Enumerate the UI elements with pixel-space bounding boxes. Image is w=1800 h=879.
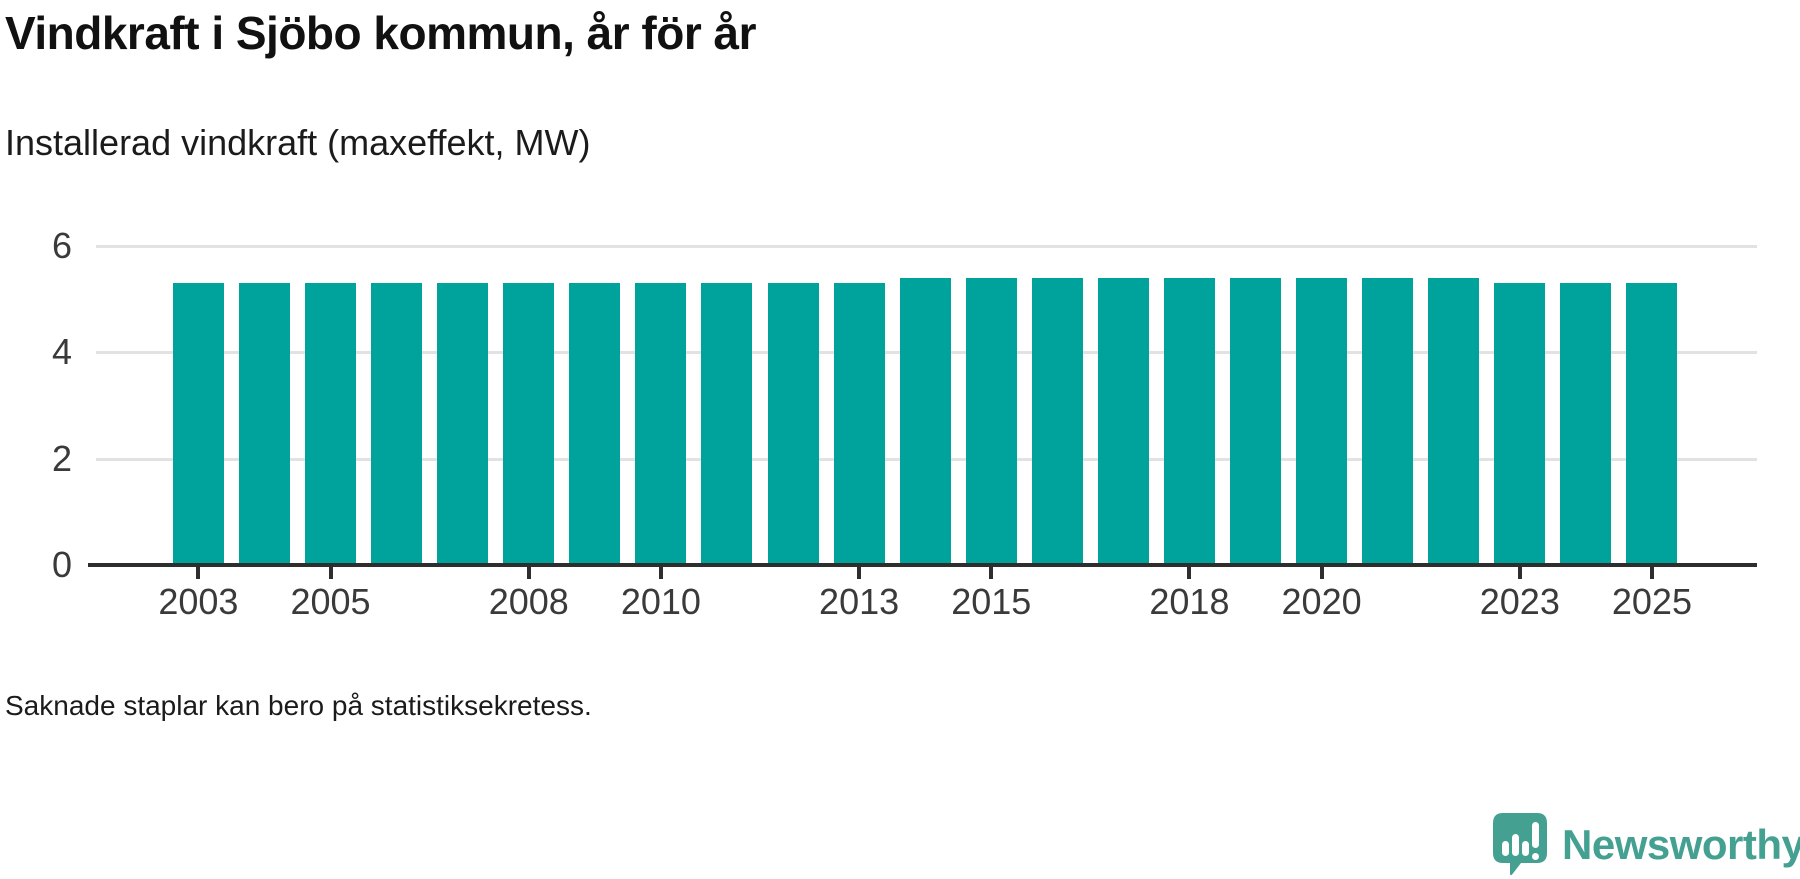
- bar: [1163, 277, 1215, 565]
- bar: [767, 283, 819, 565]
- bar: [1296, 277, 1348, 565]
- x-axis-label: 2013: [819, 581, 900, 622]
- x-axis-tick: [1187, 567, 1192, 579]
- bar: [238, 283, 290, 565]
- x-axis-label: 2020: [1281, 581, 1362, 622]
- bar: [1428, 277, 1480, 565]
- y-axis-label: 6: [51, 225, 72, 266]
- bar: [172, 283, 224, 565]
- bar: [899, 277, 951, 565]
- x-axis-label: 2008: [488, 581, 569, 622]
- x-axis-tick: [1649, 567, 1654, 579]
- bar: [833, 283, 885, 565]
- x-axis-label: 2005: [290, 581, 371, 622]
- gridline: [96, 245, 1757, 248]
- x-axis-label: 2010: [620, 581, 701, 622]
- chart-subtitle: Installerad vindkraft (maxeffekt, MW): [5, 122, 591, 163]
- chart-title: Vindkraft i Sjöbo kommun, år för år: [5, 7, 757, 59]
- bar: [1560, 283, 1612, 565]
- x-axis-tick: [658, 567, 663, 579]
- x-axis-tick: [1319, 567, 1324, 579]
- y-axis-label: 4: [51, 331, 72, 373]
- newsworthy-logo: Newsworthy: [1492, 812, 1800, 878]
- x-axis-tick: [1517, 567, 1522, 579]
- bar: [965, 277, 1017, 565]
- bar: [701, 283, 753, 565]
- y-axis-label: 0: [51, 544, 72, 585]
- bar: [1494, 283, 1546, 565]
- x-axis-label: 2023: [1479, 581, 1560, 622]
- bar: [437, 283, 489, 565]
- bar: [371, 283, 423, 565]
- x-axis-tick: [196, 567, 201, 579]
- y-axis-label: 2: [51, 437, 72, 479]
- x-axis-tick: [989, 567, 994, 579]
- x-axis-label: 2025: [1611, 581, 1692, 622]
- bar: [1031, 277, 1083, 565]
- bar: [503, 283, 555, 565]
- bar: [1362, 277, 1414, 565]
- x-axis-tick: [328, 567, 333, 579]
- x-axis-label: 2018: [1149, 581, 1230, 622]
- footnote: Saknade staplar kan bero på statistiksek…: [5, 690, 592, 721]
- x-axis-label: 2015: [951, 581, 1032, 622]
- x-axis-tick: [526, 567, 531, 579]
- x-axis-line: [88, 563, 1757, 567]
- newsworthy-wordmark: Newsworthy: [1562, 821, 1800, 868]
- bar: [635, 283, 687, 565]
- x-axis-tick: [857, 567, 862, 579]
- bar: [1097, 277, 1149, 565]
- bar: [305, 283, 357, 565]
- x-axis-label: 2003: [158, 581, 239, 622]
- bar: [1230, 277, 1282, 565]
- bar: [569, 283, 621, 565]
- bar: [1626, 283, 1678, 565]
- newsworthy-speech-bubble-bar-chart-icon: [1492, 812, 1548, 878]
